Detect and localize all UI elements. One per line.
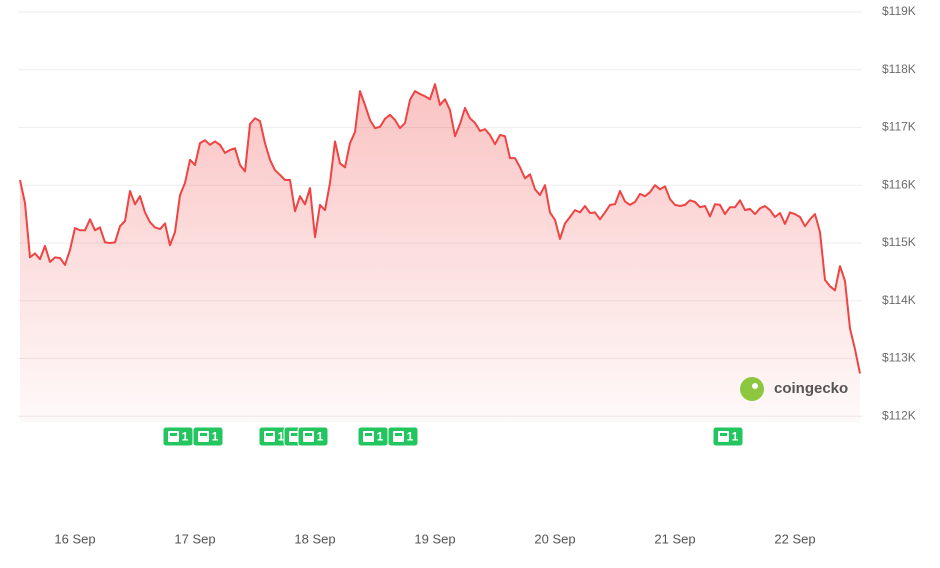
news-count: 1	[407, 430, 414, 444]
news-icon-inner	[291, 433, 298, 436]
news-icon	[363, 431, 374, 442]
news-count: 1	[317, 430, 324, 444]
news-badge[interactable]: 1	[297, 426, 329, 447]
news-icon	[168, 431, 179, 442]
news-icon-inner	[266, 433, 273, 436]
y-tick-label: $117K	[882, 120, 916, 134]
watermark-logo	[740, 377, 764, 401]
y-tick-label: $118K	[882, 62, 916, 76]
news-badge[interactable]: 1	[712, 426, 744, 447]
x-tick-label: 22 Sep	[774, 531, 815, 546]
news-badge[interactable]: 1	[258, 426, 290, 447]
y-tick-label: $116K	[882, 177, 916, 191]
news-icon	[718, 431, 729, 442]
y-tick-label: $119K	[882, 4, 916, 18]
news-badge[interactable]: 1	[192, 426, 224, 447]
x-tick-label: 16 Sep	[54, 531, 95, 546]
news-count: 1	[182, 430, 189, 444]
news-icon	[393, 431, 404, 442]
watermark-logo-eye	[752, 383, 758, 389]
y-tick-label: $113K	[882, 351, 916, 365]
news-icon-inner	[200, 433, 207, 436]
y-tick-label: $114K	[882, 293, 916, 307]
price-line	[19, 83, 861, 374]
news-icon	[264, 431, 275, 442]
news-icon-inner	[170, 433, 177, 436]
x-tick-label: 17 Sep	[174, 531, 215, 546]
news-badge[interactable]: 1	[387, 426, 419, 447]
news-icon	[303, 431, 314, 442]
news-badge[interactable]: 1	[162, 426, 194, 447]
news-count: 1	[732, 430, 739, 444]
news-icon-inner	[365, 433, 372, 436]
watermark: coingecko	[740, 377, 848, 401]
x-tick-label: 18 Sep	[294, 531, 335, 546]
news-count: 1	[212, 430, 219, 444]
y-tick-label: $112K	[882, 408, 916, 422]
news-icon-inner	[720, 433, 727, 436]
area	[20, 84, 860, 422]
news-icon	[198, 431, 209, 442]
news-count: 1	[377, 430, 384, 444]
news-badge[interactable]: 1	[357, 426, 389, 447]
x-tick-label: 20 Sep	[534, 531, 575, 546]
x-tick-label: 19 Sep	[414, 531, 455, 546]
watermark-text: coingecko	[774, 380, 848, 397]
x-tick-label: 21 Sep	[654, 531, 695, 546]
news-icon-inner	[305, 433, 312, 436]
y-tick-label: $115K	[882, 235, 916, 249]
news-count: 1	[278, 430, 285, 444]
news-icon-inner	[395, 433, 402, 436]
